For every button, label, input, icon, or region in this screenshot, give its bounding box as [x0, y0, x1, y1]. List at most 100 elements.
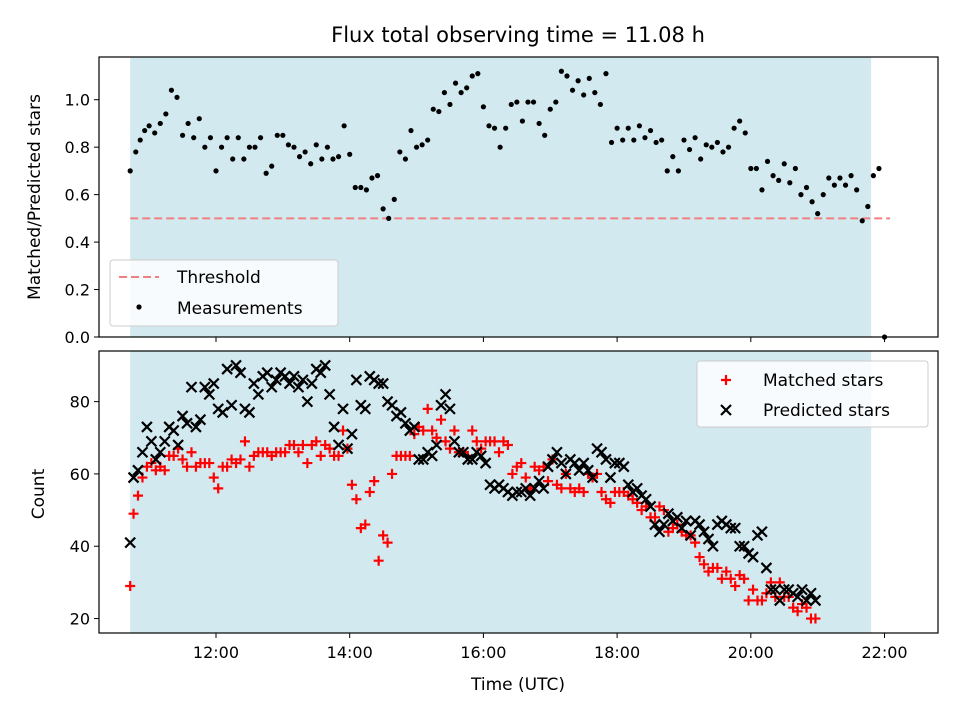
measurement-point — [133, 149, 139, 155]
measurement-point — [386, 215, 392, 221]
predicted-stars-point — [662, 507, 675, 520]
measurement-point — [870, 173, 876, 179]
predicted-stars-point — [756, 525, 768, 538]
top-plot: 0.0 0.2 0.4 0.6 0.8 1.0 Threshold Measurements — [65, 56, 939, 347]
measurement-point — [625, 125, 631, 131]
predicted-stars-point — [560, 468, 572, 480]
measurement-point — [575, 78, 581, 84]
matched-stars-point — [239, 436, 250, 447]
matched-stars-point — [351, 494, 362, 505]
measurement-point — [202, 144, 208, 150]
predicted-stars-point — [649, 518, 661, 531]
predicted-stars-point — [435, 399, 447, 412]
figure-title: Flux total observing time = 11.08 h — [331, 23, 705, 47]
predicted-stars-point — [537, 482, 550, 495]
predicted-stars-point — [185, 381, 198, 393]
measurement-point — [213, 168, 219, 174]
measurement-point — [731, 125, 737, 131]
measurement-point — [547, 106, 553, 112]
predicted-stars-point — [172, 439, 184, 451]
measurement-point — [475, 71, 481, 77]
matched-stars-point — [288, 440, 299, 450]
measurement-point — [686, 146, 693, 153]
measurement-point — [324, 144, 331, 150]
predicted-stars-point — [145, 435, 158, 448]
predicted-stars-point — [462, 453, 474, 466]
measurement-point — [207, 135, 214, 141]
matched-stars-point — [431, 432, 442, 443]
predicted-stars-point — [265, 381, 278, 393]
predicted-stars-point — [618, 460, 630, 473]
predicted-stars-point — [631, 482, 643, 495]
measurement-point — [764, 158, 771, 165]
predicted-stars-point — [778, 583, 791, 596]
predicted-stars-point — [203, 388, 216, 401]
measurement-point — [246, 144, 253, 150]
measurement-point — [480, 104, 487, 110]
measurement-point — [698, 156, 704, 162]
measurement-point — [503, 125, 509, 131]
predicted-stars-point — [582, 464, 594, 477]
matched-stars-point — [792, 606, 803, 617]
matched-stars-point — [427, 425, 438, 436]
predicted-stars-point — [604, 471, 617, 484]
matched-stars-point — [128, 508, 139, 519]
matched-stars-point — [364, 487, 375, 497]
predicted-stars-point — [248, 377, 260, 390]
measurement-point — [252, 144, 258, 150]
predicted-stars-point — [430, 439, 443, 451]
y-tick-label: 0.0 — [65, 328, 90, 347]
predicted-stars-point — [466, 453, 479, 466]
matched-stars-point — [360, 519, 371, 530]
measurement-point — [542, 132, 548, 138]
predicted-stars-point — [640, 493, 652, 506]
predicted-stars-point — [283, 377, 296, 390]
measurement-point — [341, 123, 347, 129]
measurement-point — [636, 123, 642, 129]
matched-stars-point — [422, 403, 433, 414]
predicted-stars-point — [644, 500, 657, 513]
predicted-stars-point — [297, 374, 309, 386]
predicted-stars-point — [150, 453, 162, 466]
measurement-point — [581, 92, 587, 98]
top-y-axis-label: Matched/Predicted stars — [25, 94, 45, 300]
measurement-point — [586, 75, 592, 81]
measurement-point — [168, 87, 175, 93]
predicted-stars-point — [555, 457, 568, 469]
predicted-stars-point — [270, 374, 282, 386]
matched-stars-point — [346, 479, 357, 490]
predicted-stars-point — [765, 583, 777, 596]
measurement-point — [569, 87, 576, 93]
bottom-plot: 20 40 60 80 12:00 14:00 16:00 18:00 20:00 22:00 Ma… — [70, 350, 939, 662]
matched-stars-point — [311, 436, 322, 447]
measurement-point — [196, 116, 202, 122]
measurement-point — [703, 142, 709, 148]
matched-stars-point — [449, 425, 460, 436]
matched-stars-point — [222, 461, 233, 472]
measurement-point — [157, 120, 163, 127]
matched-stars-point — [333, 450, 344, 461]
measurement-point — [296, 154, 303, 160]
matched-stars-point — [168, 450, 179, 461]
measurement-point — [659, 137, 665, 143]
matched-stars-point — [748, 584, 759, 595]
measurement-point — [631, 137, 637, 143]
x-axis-label: Time (UTC) — [470, 675, 565, 695]
measurement-point — [876, 165, 882, 172]
predicted-stars-point — [800, 594, 813, 607]
measurement-point — [425, 137, 431, 143]
measurement-point — [675, 168, 681, 174]
predicted-stars-point — [359, 403, 372, 415]
measurement-point — [859, 218, 865, 224]
predicted-stars-point — [684, 529, 697, 542]
measurement-point — [592, 89, 598, 96]
measurement-point — [235, 135, 241, 141]
matched-stars-point — [699, 559, 710, 570]
predicted-stars-point — [292, 381, 305, 393]
legend-threshold-label: Threshold — [176, 268, 261, 288]
predicted-stars-point — [221, 363, 233, 375]
predicted-stars-point — [479, 457, 492, 469]
measurement-point — [781, 161, 787, 167]
matched-stars-point — [716, 573, 727, 584]
matched-stars-point — [605, 497, 616, 508]
